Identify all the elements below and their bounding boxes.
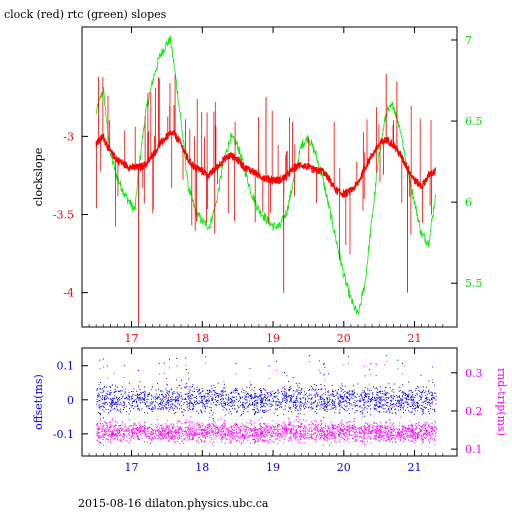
chart-title: clock (red) rtc (green) slopes <box>4 8 167 21</box>
slopes-plot-frame <box>81 26 458 328</box>
offset-plot-frame <box>81 347 458 457</box>
top-x-tick-label: 20 <box>337 332 351 345</box>
bottom-x-tick-label: 18 <box>195 461 209 474</box>
clockslope-axis-label: clockslope <box>32 148 45 206</box>
rnd-trip-axis-label: rnd-trip(ms) <box>495 368 508 436</box>
top-x-tick-label: 21 <box>408 332 422 345</box>
slopes-axes: 17 18 19 20 21 -3 -3.5 -4 7 6.5 6 5.5 <box>53 27 483 345</box>
clockslope-tick-label: -4 <box>63 287 74 300</box>
rnd-trip-tick-label: 0.1 <box>465 443 483 456</box>
offset-scatter <box>96 355 437 419</box>
slopes-chart: clock (red) rtc (green) slopes 17 18 19 20 2… <box>4 8 483 345</box>
offset-tick-label: -0.1 <box>53 428 74 441</box>
rtc-tick-label: 7 <box>465 34 472 47</box>
clock-spikes <box>96 73 432 324</box>
rnd-trip-tick-label: 0.3 <box>465 367 483 380</box>
rnd-trip-tick-label: 0.2 <box>465 405 483 418</box>
clockslope-tick-label: -3 <box>63 130 74 143</box>
rtc-tick-label: 6.5 <box>465 115 483 128</box>
bottom-x-tick-label: 21 <box>408 461 422 474</box>
footer-text: 2015-08-16 dilaton.physics.ubc.ca <box>78 497 269 510</box>
offset-tick-label: 0 <box>67 394 74 407</box>
offset-tick-label: 0.1 <box>57 360 75 373</box>
rtc-tick-label: 6 <box>465 196 472 209</box>
clock-series-line <box>95 129 437 198</box>
offset-chart: 17 18 19 20 21 0.1 0 -0.1 0.3 0.2 0.1 offset(ms) r… <box>32 347 508 474</box>
top-x-tick-label: 18 <box>195 332 209 345</box>
offset-axes: 17 18 19 20 21 0.1 0 -0.1 0.3 0.2 0.1 <box>53 348 483 474</box>
rtc-series-line <box>95 35 436 316</box>
bottom-x-tick-label: 19 <box>266 461 280 474</box>
rnd-trip-scatter <box>96 361 437 447</box>
offset-axis-label: offset(ms) <box>32 374 45 430</box>
bottom-x-tick-label: 17 <box>125 461 139 474</box>
top-x-tick-label: 19 <box>266 332 280 345</box>
rtc-tick-label: 5.5 <box>465 277 483 290</box>
top-series-layer <box>95 35 437 324</box>
bottom-series-layer <box>96 355 437 447</box>
clockslope-tick-label: -3.5 <box>53 209 74 222</box>
top-x-tick-label: 17 <box>125 332 139 345</box>
bottom-x-tick-label: 20 <box>337 461 351 474</box>
